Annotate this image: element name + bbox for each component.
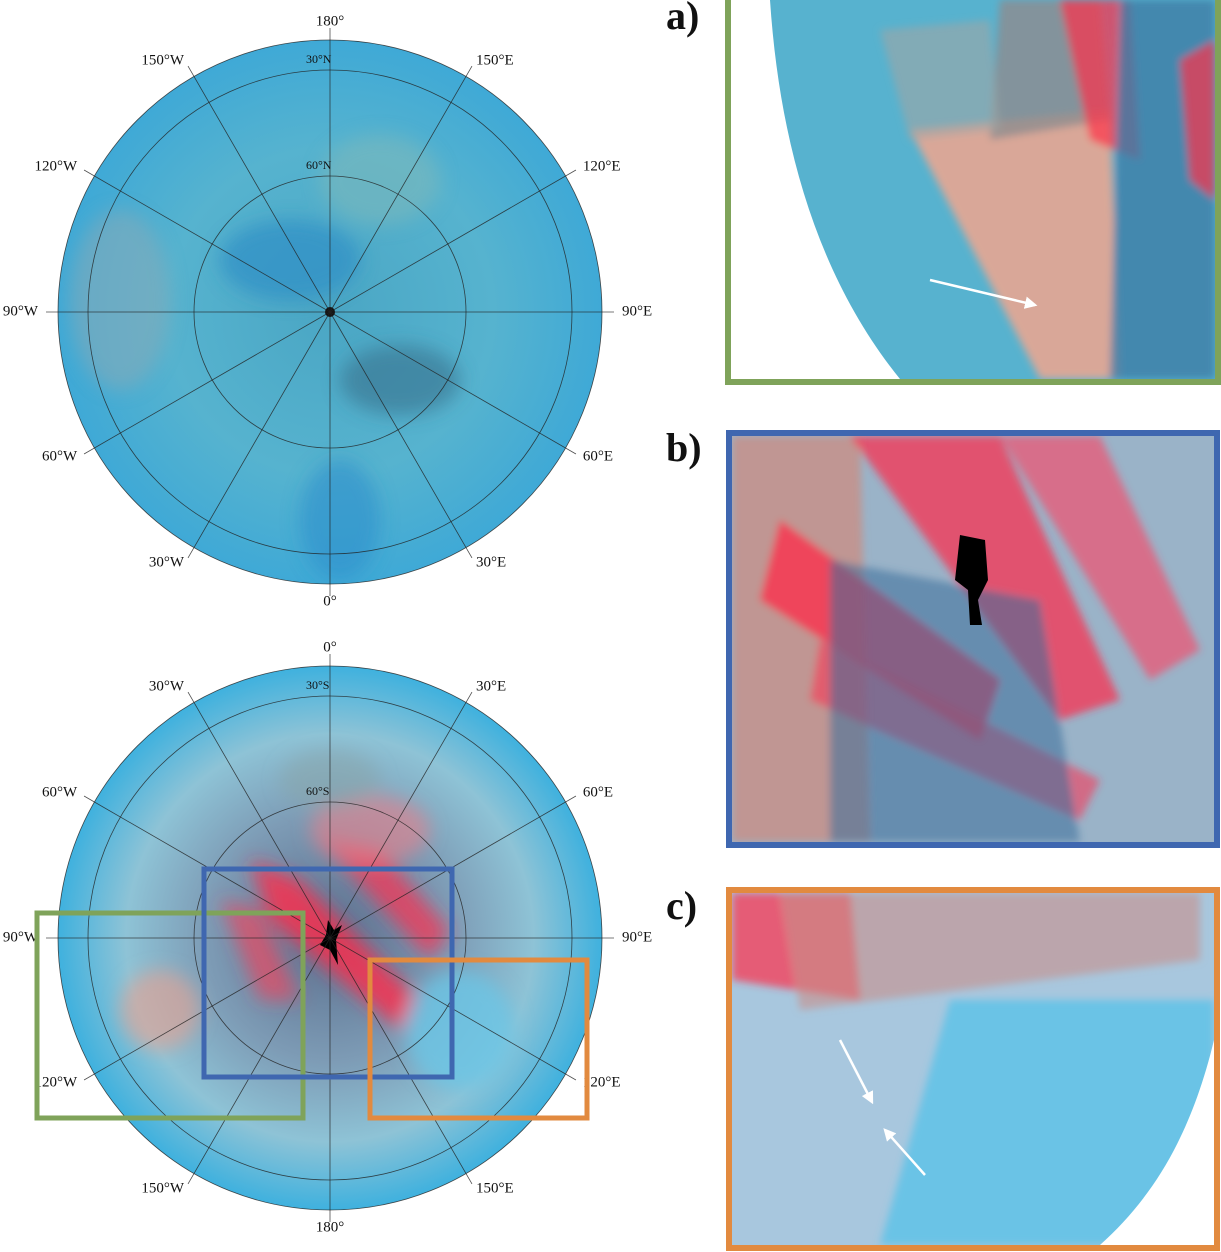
meridian (83, 169, 331, 313)
meridian (329, 937, 473, 1185)
longitude-label: 150°E (476, 52, 514, 68)
meridian (329, 311, 577, 455)
meridian (83, 311, 331, 455)
longitude-label: 90°E (622, 303, 652, 319)
panel-label: b) (666, 425, 702, 470)
latitude-label: 60°S (306, 784, 329, 798)
meridian (329, 65, 473, 313)
longitude-label: 120°W (34, 1074, 77, 1090)
longitude-label: 0° (323, 593, 337, 609)
meridian (329, 311, 473, 559)
longitude-label: 30°E (476, 678, 506, 694)
panel-label: c) (666, 883, 697, 928)
panel-c: c) (666, 883, 1220, 1251)
latitude-label: 30°N (306, 52, 332, 66)
longitude-label: 150°E (476, 1181, 514, 1197)
meridian (187, 311, 331, 559)
meridian (329, 169, 577, 313)
map-labels: 180° 150°E 120°E 90°E 60°E 30°E 0° 30°W 60°W 90°W… (3, 13, 652, 1235)
region-c-box (367, 957, 590, 1121)
longitude-label: 30°W (149, 678, 185, 694)
latitude-label: 30°S (306, 678, 329, 692)
longitude-label: 60°E (583, 448, 613, 464)
meridian (187, 691, 331, 939)
region-b-box (201, 866, 455, 1080)
longitude-label: 120°E (583, 1074, 621, 1090)
meridian (187, 937, 331, 1185)
longitude-label: 150°W (141, 1181, 184, 1197)
longitude-label: 30°W (149, 555, 185, 571)
longitude-label: 90°W (3, 929, 39, 945)
longitude-label: 150°W (141, 52, 184, 68)
longitude-label: 30°E (476, 555, 506, 571)
meridian (329, 691, 473, 939)
longitude-label: 120°E (583, 158, 621, 174)
longitude-label: 90°E (622, 929, 652, 945)
panel-label: a) (666, 0, 699, 38)
panel-b: b) (666, 425, 1220, 848)
longitude-label: 60°W (42, 784, 78, 800)
longitude-label: 0° (323, 639, 337, 655)
latitude-label: 60°N (306, 158, 332, 172)
panel-a: a) (666, 0, 1221, 385)
longitude-label: 90°W (3, 303, 39, 319)
region-a-box (34, 910, 306, 1121)
meridian (187, 65, 331, 313)
meridian (83, 937, 331, 1081)
longitude-label: 60°E (583, 784, 613, 800)
longitude-label: 120°W (34, 158, 77, 174)
longitude-label: 180° (316, 13, 345, 29)
longitude-label: 60°W (42, 448, 78, 464)
graticules (46, 28, 614, 1222)
longitude-label: 180° (316, 1219, 345, 1235)
